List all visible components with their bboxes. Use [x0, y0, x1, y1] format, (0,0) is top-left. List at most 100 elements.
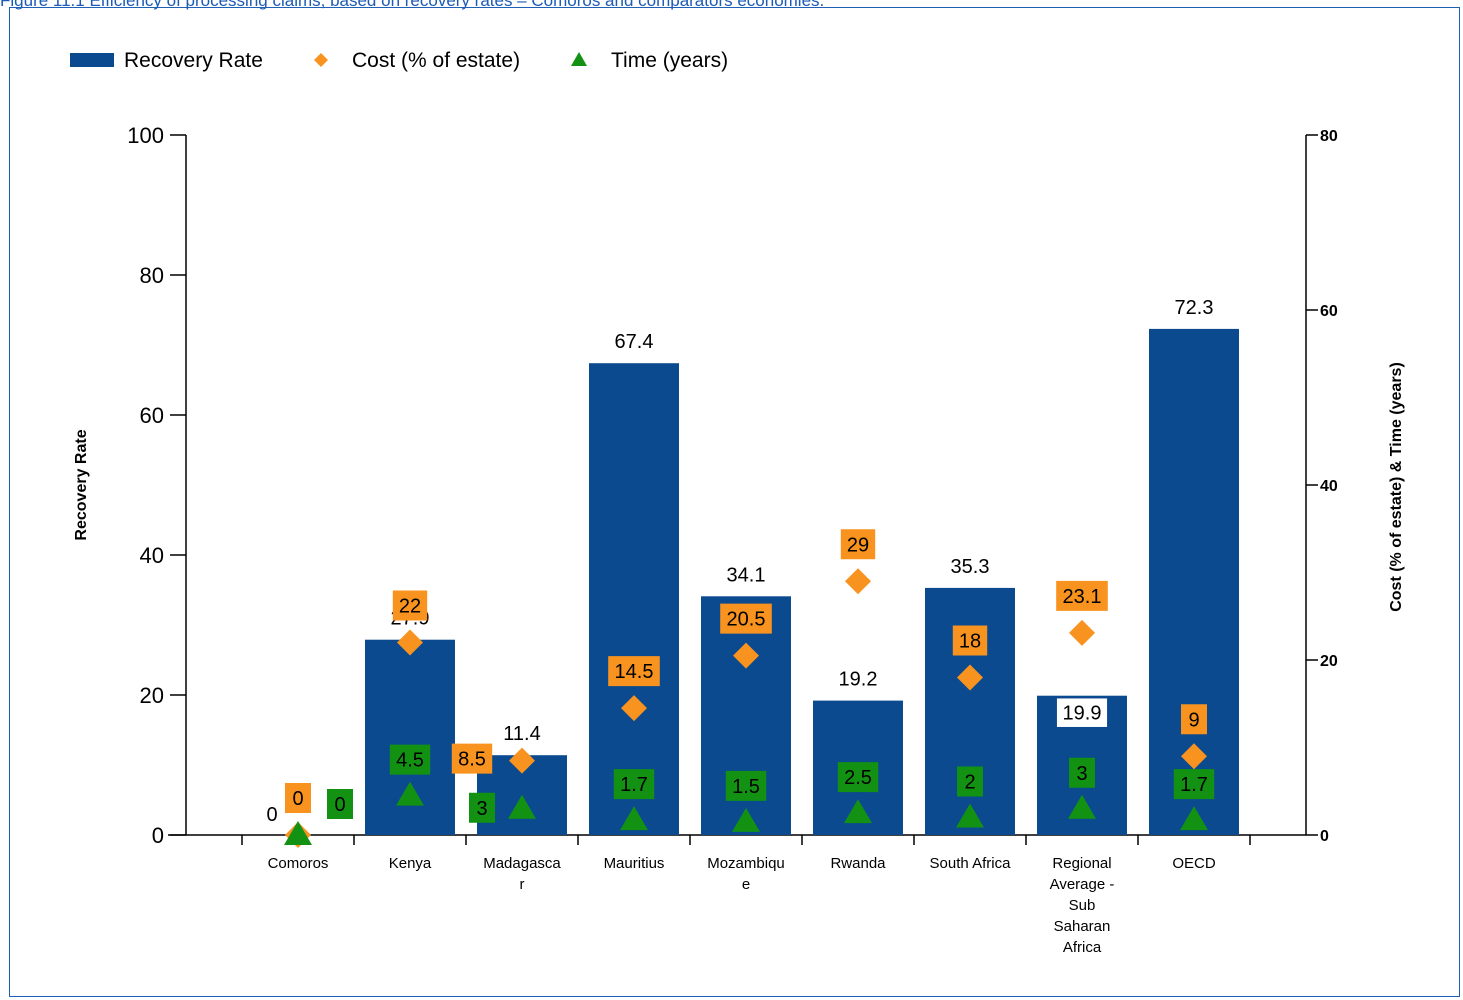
- cost-value-label: 22: [399, 596, 421, 618]
- y-axis-title-right: Cost (% of estate) & Time (years): [1388, 362, 1405, 612]
- y-tick-label-left: 60: [140, 403, 164, 428]
- x-tick-label: Rwanda: [830, 855, 886, 872]
- y-tick-label-right: 0: [1320, 828, 1329, 845]
- time-value-label: 1.7: [620, 774, 648, 796]
- cost-marker: [397, 629, 423, 656]
- figure-caption: Figure 11.1 Efficiency of processing cla…: [0, 0, 825, 10]
- cost-value-label-box: [392, 590, 428, 621]
- cost-value-label: 20.5: [727, 609, 766, 631]
- time-marker: [284, 821, 312, 845]
- bar: [365, 639, 455, 835]
- cost-value-label: 23.1: [1063, 586, 1102, 608]
- time-value-label-box: [327, 789, 353, 819]
- cost-marker: [1069, 619, 1095, 646]
- time-marker: [1180, 806, 1208, 831]
- cost-value-label-box: [451, 743, 493, 774]
- x-tick-label: Kenya: [389, 855, 432, 872]
- time-value-label-box: [613, 769, 655, 800]
- time-marker: [396, 781, 424, 806]
- cost-value-label-box: [952, 625, 988, 656]
- bar: [589, 363, 679, 835]
- cost-marker: [845, 568, 871, 595]
- bar-value-label: 0: [266, 804, 277, 826]
- legend-triangle-swatch: [571, 52, 587, 66]
- cost-marker: [509, 747, 535, 774]
- cost-value-label-box: [1181, 704, 1207, 735]
- cost-value-label-box: [840, 529, 876, 560]
- y-axis-title-left: Recovery Rate: [73, 429, 90, 540]
- time-value-label: 3: [476, 798, 487, 820]
- time-marker: [956, 803, 984, 828]
- cost-value-label-box: [285, 783, 311, 813]
- time-value-label-box: [957, 766, 983, 797]
- legend-diamond-swatch: [314, 53, 328, 67]
- y-tick-label-left: 0: [152, 823, 164, 848]
- time-value-label: 4.5: [396, 750, 424, 772]
- bar-value-label: 11.4: [503, 723, 540, 745]
- x-tick-label: Average -: [1050, 876, 1115, 893]
- cost-marker: [621, 695, 647, 722]
- cost-value-label: 18: [959, 631, 981, 653]
- y-tick-label-right: 20: [1320, 653, 1338, 670]
- x-tick-label: Regional: [1052, 855, 1111, 872]
- bar-value-label: 72.3: [1175, 297, 1214, 319]
- y-tick-label-right: 80: [1320, 128, 1338, 145]
- bar: [925, 587, 1015, 835]
- time-marker: [508, 794, 536, 819]
- time-value-label: 2.5: [844, 767, 872, 789]
- cost-value-label-box: [720, 603, 772, 634]
- cost-marker: [733, 642, 759, 669]
- time-value-label: 0: [334, 794, 345, 816]
- legend-label: Time (years): [611, 49, 728, 72]
- time-value-label-box: [469, 792, 495, 823]
- y-tick-label-left: 100: [127, 123, 164, 148]
- x-tick-label: OECD: [1172, 855, 1216, 872]
- x-tick-label: Mozambiqu: [707, 855, 785, 872]
- cost-value-label: 29: [847, 534, 869, 556]
- cost-marker: [957, 664, 983, 691]
- cost-value-label-box: [608, 656, 660, 687]
- time-marker: [1068, 794, 1096, 819]
- time-value-label-box: [837, 762, 879, 793]
- y-tick-label-left: 20: [140, 683, 164, 708]
- bar-value-label: 34.1: [727, 564, 766, 586]
- y-tick-label-right: 40: [1320, 478, 1338, 495]
- bar-value-label: 19.2: [839, 669, 878, 691]
- x-tick-label: Mauritius: [604, 855, 665, 872]
- time-value-label: 2: [964, 772, 975, 794]
- x-tick-label: e: [742, 876, 750, 893]
- cost-value-label: 9: [1188, 709, 1199, 731]
- x-tick-label: Sub: [1069, 897, 1096, 914]
- legend-label: Recovery Rate: [124, 49, 263, 72]
- bar-value-label: 19.9: [1063, 703, 1102, 725]
- y-tick-label-left: 80: [140, 263, 164, 288]
- time-value-label-box: [389, 744, 431, 775]
- x-tick-label: r: [520, 876, 525, 893]
- bar-value-label-box: [1055, 696, 1109, 729]
- legend-label: Cost (% of estate): [352, 49, 520, 72]
- time-value-label: 1.7: [1180, 774, 1208, 796]
- x-tick-label: South Africa: [930, 855, 1012, 872]
- y-tick-label-right: 60: [1320, 303, 1338, 320]
- legend-bar-swatch: [70, 53, 114, 67]
- y-tick-label-left: 40: [140, 543, 164, 568]
- bar-value-label: 35.3: [951, 556, 990, 578]
- time-value-label-box: [1069, 757, 1095, 788]
- chart-frame: [9, 7, 1460, 997]
- cost-marker: [1181, 743, 1207, 770]
- x-tick-label: Comoros: [268, 855, 329, 872]
- cost-value-label: 0: [292, 788, 303, 810]
- bar-value-label: 67.4: [615, 331, 654, 353]
- time-marker: [732, 807, 760, 832]
- x-tick-label: Saharan: [1054, 918, 1111, 935]
- x-tick-label: Madagasca: [483, 855, 561, 872]
- cost-value-label: 14.5: [615, 661, 654, 683]
- time-marker: [844, 799, 872, 824]
- time-value-label-box: [725, 770, 767, 801]
- time-value-label: 1.5: [732, 776, 760, 798]
- cost-value-label-box: [1056, 580, 1108, 611]
- cost-value-label: 8.5: [458, 749, 486, 771]
- time-value-label-box: [1173, 769, 1215, 800]
- time-value-label: 3: [1076, 763, 1087, 785]
